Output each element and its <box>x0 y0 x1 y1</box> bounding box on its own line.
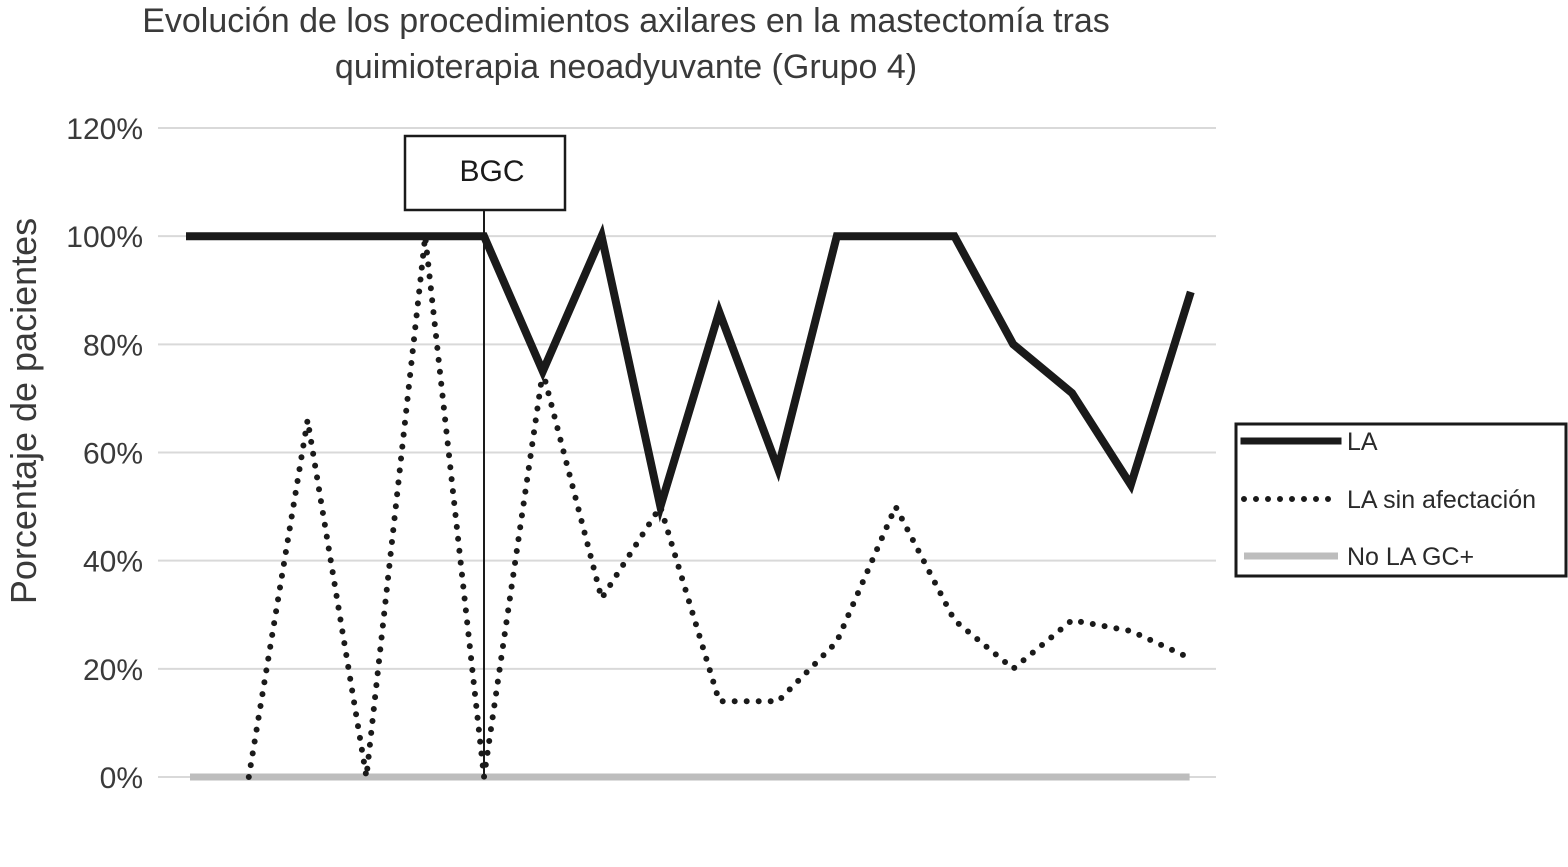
bgc-label-box <box>403 134 567 212</box>
y-tick-label: 20% <box>83 654 143 687</box>
y-tick-label: 80% <box>83 329 143 362</box>
legend: LA LA sin afectación No LA GC+ <box>1234 422 1568 578</box>
legend-label-2: No LA GC+ <box>1347 543 1474 571</box>
series-layer <box>186 223 1195 781</box>
legend-label-1: LA sin afectación <box>1347 486 1536 514</box>
bgc-label: BGC <box>459 155 524 188</box>
y-tick-label: 40% <box>83 546 143 579</box>
y-tick-label: 100% <box>66 221 143 254</box>
y-axis-label: Porcentaje de pacientes <box>3 218 44 604</box>
gridlines <box>158 127 1216 778</box>
chart-title-line-2: quimioterapia neoadyuvante (Grupo 4) <box>335 48 917 86</box>
y-tick-label: 0% <box>100 762 143 795</box>
chart-title-line-1: Evolución de los procedimientos axilares… <box>142 2 1110 40</box>
y-tick-label: 60% <box>83 438 143 471</box>
y-tick-label: 120% <box>66 113 143 146</box>
y-tick-labels: 0% 20% 40% 60% 80% 100% 120% <box>66 113 143 795</box>
legend-box <box>1234 422 1568 578</box>
series-line-0 <box>186 223 1195 523</box>
series-line-1 <box>245 233 1193 780</box>
bgc-annotation: BGC <box>403 134 567 777</box>
legend-label-0: LA <box>1347 428 1378 456</box>
